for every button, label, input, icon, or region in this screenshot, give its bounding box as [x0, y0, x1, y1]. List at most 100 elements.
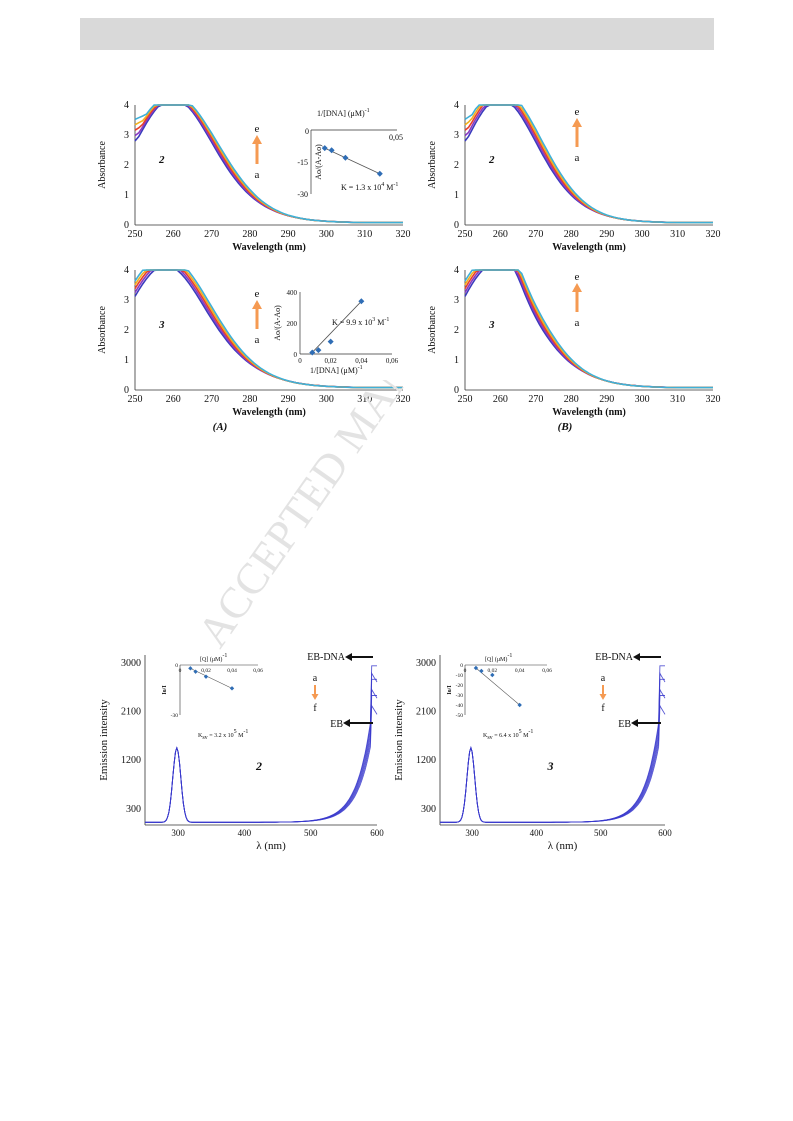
eb-dna-arrow-head: [345, 653, 352, 661]
y-tick-label: 1: [124, 355, 129, 366]
inset-data-point: [517, 702, 522, 708]
arrow-label-top: a: [601, 673, 606, 684]
y-tick-label: 0: [124, 220, 129, 231]
inset-data-point: [358, 298, 365, 305]
emission-curve: [145, 704, 378, 823]
y-axis-label: Emission intensity: [395, 699, 405, 781]
spectrum-curve: [134, 104, 403, 224]
x-tick-label: 300: [319, 229, 334, 240]
x-tick-label: 300: [465, 828, 479, 838]
trend-arrow-head: [572, 118, 582, 127]
inset-y-tick: 200: [287, 320, 298, 328]
trend-arrow-head: [252, 135, 262, 144]
inset-data-point: [490, 672, 495, 678]
x-axis-label: Wavelength (nm): [232, 407, 306, 418]
y-tick-label: 300: [126, 804, 141, 815]
inset-top-label: 1/[DNA] (μM)-1: [317, 108, 370, 118]
inset-fit-line: [475, 667, 520, 706]
inset-x-tick: 0,06: [386, 357, 399, 365]
emission-curve: [440, 665, 665, 823]
eb-dna-label: EB-DNA: [307, 652, 346, 663]
inset-y-label: Ao/(A-Ao): [273, 305, 282, 341]
x-tick-label: 250: [458, 394, 473, 405]
inset-x-tick: 0,02: [488, 668, 498, 674]
inset-top-label: [Q] (μM)-1: [200, 653, 227, 663]
inset-data-point: [321, 145, 328, 152]
inset-y-tick: -30: [456, 693, 464, 699]
inset-data-point: [309, 349, 316, 356]
arrow-label-bottom: a: [255, 334, 260, 346]
x-tick-label: 320: [396, 394, 411, 405]
eb-dna-arrow-head: [633, 653, 640, 661]
inset-x-tick: 0: [305, 127, 309, 136]
eb-arrow-head: [343, 719, 350, 727]
panel-caption: (B): [558, 421, 573, 433]
inset-top-label: [Q] (μM)-1: [485, 653, 512, 663]
spectrum-curve: [134, 104, 403, 224]
inset-data-point: [328, 147, 335, 154]
x-tick-label: 400: [530, 828, 544, 838]
y-axis-label: Absorbance: [97, 141, 108, 189]
inset-y-tick: 0: [460, 663, 463, 669]
compound-label: 3: [158, 319, 165, 331]
spectrum-curve: [134, 104, 403, 224]
eb-label: EB: [330, 719, 343, 730]
spectrum-curve: [464, 269, 713, 389]
x-tick-label: 400: [238, 828, 252, 838]
x-tick-label: 280: [564, 229, 579, 240]
y-tick-label: 2: [454, 325, 459, 336]
x-tick-label: 250: [128, 394, 143, 405]
trend-arrow-head: [599, 694, 607, 700]
arrow-label-bottom: f: [601, 703, 605, 714]
inset-x-tick: 0,05: [389, 133, 403, 142]
compound-label: 3: [488, 319, 495, 331]
arrow-label-top: e: [255, 288, 260, 300]
inset-y-tick: 0: [294, 351, 298, 359]
trend-arrow-head: [252, 300, 262, 309]
inset-y-label: Io/I: [447, 685, 453, 695]
x-tick-label: 310: [357, 394, 372, 405]
compound-label: 2: [488, 154, 495, 166]
spectrum-curve: [134, 269, 403, 389]
eb-arrow-head: [631, 719, 638, 727]
arrow-label-top: e: [575, 271, 580, 283]
inset-fit-line: [311, 301, 362, 353]
x-tick-label: 290: [599, 229, 614, 240]
spectrum-curve: [464, 269, 713, 389]
absorbance-panel-B3: 250 260 270 280 290 300 310 320 0 1 2 3 4 Wavelength …: [427, 265, 721, 433]
inset-y-tick: -30: [297, 190, 308, 199]
inset-data-point: [342, 154, 349, 161]
y-axis-label: Absorbance: [427, 141, 438, 189]
inset-data-point: [315, 347, 322, 354]
arrow-label-top: e: [575, 106, 580, 118]
inset-fit-line: [324, 147, 380, 175]
y-tick-label: 0: [124, 385, 129, 396]
compound-label: 2: [158, 154, 165, 166]
inset-data-point: [376, 170, 383, 177]
panel-caption: (A): [213, 421, 228, 433]
inset-x-tick: 0,06: [542, 668, 552, 674]
y-axis-label: Absorbance: [427, 306, 438, 354]
y-tick-label: 4: [124, 100, 129, 111]
spectrum-curve: [134, 104, 403, 224]
inset-x-tick: 0,06: [253, 668, 263, 674]
spectrum-curve: [464, 104, 713, 224]
inset-y-label: Io/I: [162, 685, 168, 695]
x-tick-label: 300: [319, 394, 334, 405]
x-tick-label: 260: [166, 229, 181, 240]
y-tick-label: 2: [124, 160, 129, 171]
x-tick-label: 280: [564, 394, 579, 405]
x-tick-label: 280: [242, 394, 257, 405]
compound-label: 3: [547, 759, 554, 773]
emission-curve: [440, 704, 666, 823]
absorbance-panel-A2: 250 260 270 280 290 300 310 320 0 1 2 3 4 Wavelength …: [97, 100, 411, 253]
inset-k-label: K = 1.3 x 104 M-1: [341, 182, 398, 192]
emission-curve: [440, 687, 666, 823]
inset-y-tick: -40: [456, 703, 464, 709]
spectrum-curve: [134, 104, 403, 224]
inset-bottom-label: 1/[DNA] (μM)-1: [310, 365, 363, 375]
x-tick-label: 260: [493, 394, 508, 405]
inset-k-label: Ksv = 6.4 x 105 M-1: [483, 729, 533, 741]
y-tick-label: 0: [454, 220, 459, 231]
